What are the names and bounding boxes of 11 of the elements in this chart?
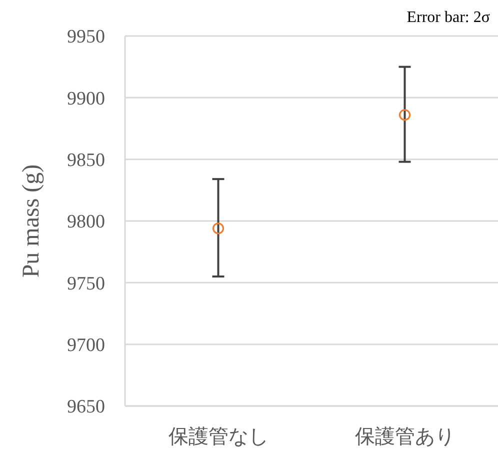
- y-tick-label: 9750: [67, 273, 105, 294]
- y-tick-label: 9900: [67, 88, 105, 110]
- y-axis-title: Pu mass (g): [18, 164, 44, 278]
- x-tick-label: 保護管なし: [168, 424, 268, 448]
- x-tick-label: 保護管あり: [354, 424, 455, 448]
- y-tick-label: 9850: [67, 150, 105, 171]
- y-tick-label: 9950: [67, 26, 105, 48]
- y-tick-label: 9800: [67, 212, 105, 233]
- y-tick-label: 9700: [67, 334, 105, 356]
- text: Error bar: 2σ: [406, 9, 490, 26]
- y-tick-label: 9650: [67, 396, 105, 418]
